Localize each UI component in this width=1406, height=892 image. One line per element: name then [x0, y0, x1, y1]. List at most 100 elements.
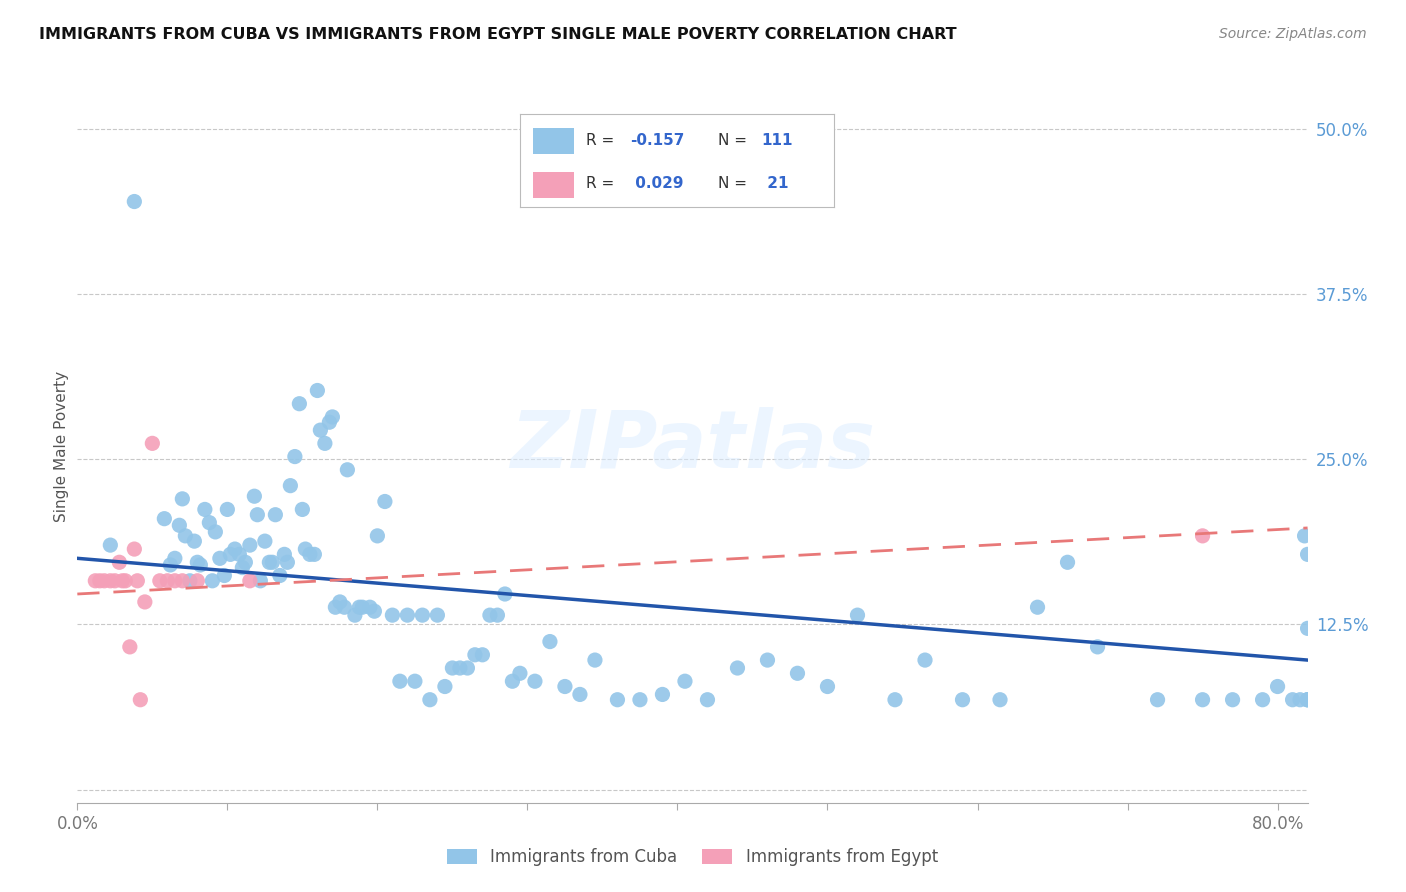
Point	[321, 409, 343, 424]
Point	[231, 560, 253, 574]
Point	[1251, 692, 1274, 706]
Point	[381, 608, 404, 623]
Point	[1296, 547, 1319, 561]
Point	[606, 692, 628, 706]
Point	[153, 511, 176, 525]
Point	[727, 661, 749, 675]
Point	[374, 494, 396, 508]
Point	[239, 538, 262, 552]
Point	[114, 574, 136, 588]
Point	[1296, 692, 1319, 706]
Point	[273, 547, 295, 561]
Point	[568, 688, 591, 702]
Point	[363, 604, 385, 618]
Point	[309, 423, 332, 437]
Point	[208, 551, 231, 566]
Point	[349, 600, 371, 615]
Point	[169, 518, 191, 533]
Point	[1296, 692, 1319, 706]
Point	[141, 436, 163, 450]
Point	[259, 555, 281, 569]
Point	[108, 555, 131, 569]
Point	[163, 551, 186, 566]
Point	[217, 502, 239, 516]
Point	[194, 502, 217, 516]
Point	[538, 634, 561, 648]
Point	[696, 692, 718, 706]
Point	[333, 600, 356, 615]
Point	[235, 555, 257, 569]
Text: Source: ZipAtlas.com: Source: ZipAtlas.com	[1219, 27, 1367, 41]
Point	[449, 661, 471, 675]
Point	[98, 574, 121, 588]
Point	[343, 608, 366, 623]
Point	[284, 450, 307, 464]
Point	[294, 542, 316, 557]
Point	[1056, 555, 1078, 569]
Point	[471, 648, 494, 662]
Point	[411, 608, 433, 623]
Point	[314, 436, 336, 450]
Point	[1294, 529, 1316, 543]
Point	[174, 529, 197, 543]
Point	[366, 529, 388, 543]
Point	[253, 534, 276, 549]
Point	[1191, 529, 1213, 543]
Point	[204, 524, 226, 539]
Point	[111, 574, 134, 588]
Point	[291, 502, 314, 516]
Point	[219, 547, 242, 561]
Point	[89, 574, 111, 588]
Point	[1191, 692, 1213, 706]
Point	[1296, 621, 1319, 635]
Point	[163, 574, 186, 588]
Point	[952, 692, 974, 706]
Point	[84, 574, 107, 588]
Point	[817, 680, 839, 694]
Point	[186, 555, 208, 569]
Point	[1267, 680, 1289, 694]
Point	[124, 542, 146, 557]
Point	[149, 574, 172, 588]
Point	[523, 674, 546, 689]
Point	[336, 463, 359, 477]
Point	[329, 595, 352, 609]
Point	[172, 574, 194, 588]
Point	[243, 489, 266, 503]
Point	[190, 558, 212, 572]
Text: IMMIGRANTS FROM CUBA VS IMMIGRANTS FROM EGYPT SINGLE MALE POVERTY CORRELATION CH: IMMIGRANTS FROM CUBA VS IMMIGRANTS FROM …	[39, 27, 957, 42]
Point	[93, 574, 115, 588]
Point	[673, 674, 696, 689]
Point	[288, 397, 311, 411]
Point	[183, 534, 205, 549]
Point	[1296, 692, 1319, 706]
Point	[988, 692, 1011, 706]
Point	[486, 608, 509, 623]
Point	[1026, 600, 1049, 615]
Point	[433, 680, 456, 694]
Point	[264, 508, 287, 522]
Point	[456, 661, 478, 675]
Point	[419, 692, 441, 706]
Point	[249, 574, 271, 588]
Point	[441, 661, 464, 675]
Point	[404, 674, 426, 689]
Point	[228, 547, 250, 561]
Legend: Immigrants from Cuba, Immigrants from Egypt: Immigrants from Cuba, Immigrants from Eg…	[440, 842, 945, 873]
Point	[359, 600, 381, 615]
Point	[478, 608, 501, 623]
Point	[914, 653, 936, 667]
Point	[172, 491, 194, 506]
Point	[509, 666, 531, 681]
Point	[198, 516, 221, 530]
Point	[464, 648, 486, 662]
Point	[1222, 692, 1244, 706]
Point	[118, 640, 141, 654]
Point	[246, 508, 269, 522]
Point	[127, 574, 149, 588]
Point	[554, 680, 576, 694]
Point	[494, 587, 516, 601]
Point	[262, 555, 284, 569]
Point	[318, 415, 340, 429]
Y-axis label: Single Male Poverty: Single Male Poverty	[53, 370, 69, 522]
